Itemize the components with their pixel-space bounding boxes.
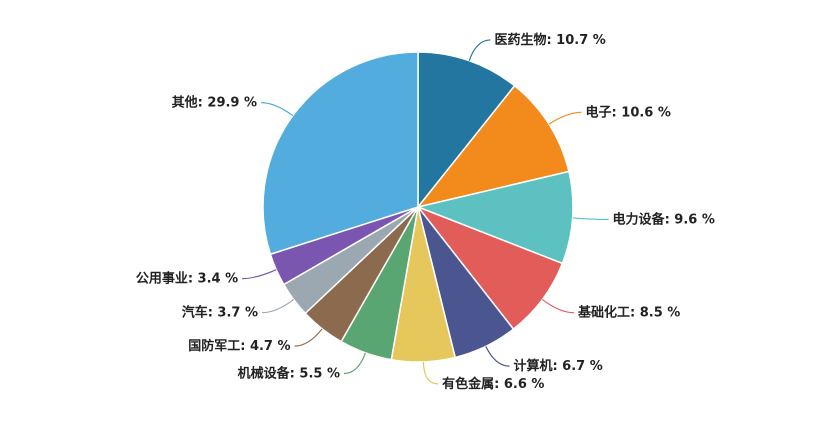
data-label: 电力设备: 9.6 % [613, 211, 715, 227]
value-label: : 3.7 % [208, 305, 258, 320]
data-label: 汽车: 3.7 % [182, 304, 258, 320]
value-label: : 10.6 % [612, 105, 671, 120]
category-name: 公用事业 [136, 270, 188, 286]
leader-line [261, 102, 294, 117]
category-name: 电力设备 [613, 211, 666, 227]
leader-line [294, 328, 323, 347]
category-name: 医药生物 [494, 31, 546, 47]
leader-line [548, 111, 582, 125]
category-name: 机械设备 [238, 365, 291, 381]
leader-line [468, 39, 491, 61]
data-label: 计算机: 6.7 % [513, 358, 602, 374]
data-label: 国防军工: 4.7 % [188, 338, 290, 354]
pie-slice [417, 51, 516, 210]
leader-line [572, 217, 609, 221]
value-label: : 6.6 % [494, 376, 544, 391]
data-label: 基础化工: 8.5 % [577, 304, 680, 320]
pie-slice [262, 51, 419, 256]
category-name: 国防军工 [188, 338, 240, 354]
data-label: 有色金属: 6.6 % [442, 375, 544, 391]
value-label: : 3.4 % [188, 271, 238, 286]
leader-line [343, 352, 367, 375]
value-label: : 5.5 % [290, 366, 340, 381]
value-label: : 6.7 % [552, 359, 602, 374]
value-label: : 8.5 % [630, 305, 680, 320]
data-label: 医药生物: 10.7 % [494, 31, 605, 47]
data-label: 机械设备: 5.5 % [238, 365, 340, 381]
value-label: : 10.7 % [546, 32, 605, 47]
data-label: 其他: 29.9 % [172, 94, 257, 110]
data-label: 公用事业: 3.4 % [136, 270, 238, 286]
value-label: : 9.6 % [665, 212, 715, 227]
category-name: 基础化工 [577, 304, 630, 320]
leader-line [242, 269, 277, 280]
value-label: : 4.7 % [240, 339, 290, 354]
data-label: 电子: 10.6 % [586, 104, 671, 120]
leader-line [485, 346, 510, 367]
category-name: 有色金属 [442, 375, 494, 391]
leader-line [541, 299, 574, 314]
category-name: 计算机 [513, 358, 552, 374]
leader-line [422, 361, 439, 385]
category-name: 电子 [586, 104, 612, 120]
category-name: 汽车 [182, 304, 208, 320]
value-label: : 29.9 % [198, 95, 257, 110]
category-name: 其他 [172, 94, 198, 110]
leader-line [262, 299, 295, 314]
